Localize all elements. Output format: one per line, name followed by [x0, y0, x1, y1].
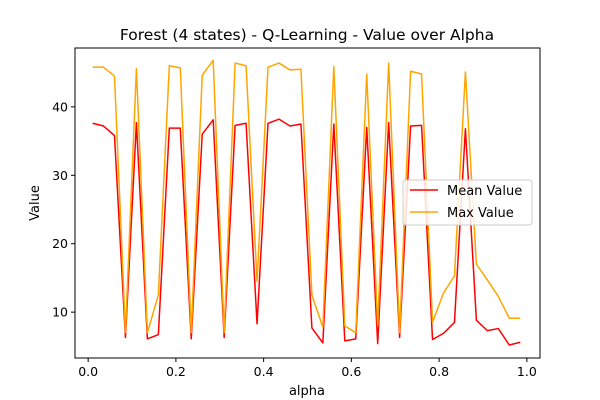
x-tick-label: 0.0: [78, 364, 98, 379]
x-axis: 0.0 0.2 0.4 0.6 0.8 1.0: [78, 358, 537, 379]
y-axis-label: Value: [28, 185, 43, 221]
legend: Mean Value Max Value: [402, 179, 533, 226]
plot-frame: [74, 47, 541, 359]
y-tick-label: 20: [52, 236, 68, 251]
x-tick-label: 0.4: [254, 364, 274, 379]
y-tick-label: 10: [52, 305, 68, 320]
y-tick-label: 30: [52, 168, 68, 183]
x-tick-label: 0.6: [341, 364, 361, 379]
x-tick-label: 1.0: [517, 364, 537, 379]
y-tick-label: 40: [52, 99, 68, 114]
legend-box: [402, 179, 533, 226]
x-axis-label: alpha: [289, 384, 325, 399]
x-tick-label: 0.2: [166, 364, 186, 379]
series-line-mean-value: [92, 118, 521, 346]
legend-label-mean-value: Mean Value: [447, 184, 522, 199]
plot-area: [74, 47, 541, 359]
chart-title: Forest (4 states) - Q-Learning - Value o…: [120, 26, 494, 44]
series-layer: [92, 59, 521, 346]
series-line-max-value: [92, 59, 521, 334]
legend-label-max-value: Max Value: [447, 206, 514, 221]
y-axis: 10 20 30 40: [52, 99, 75, 320]
x-tick-label: 0.8: [429, 364, 449, 379]
